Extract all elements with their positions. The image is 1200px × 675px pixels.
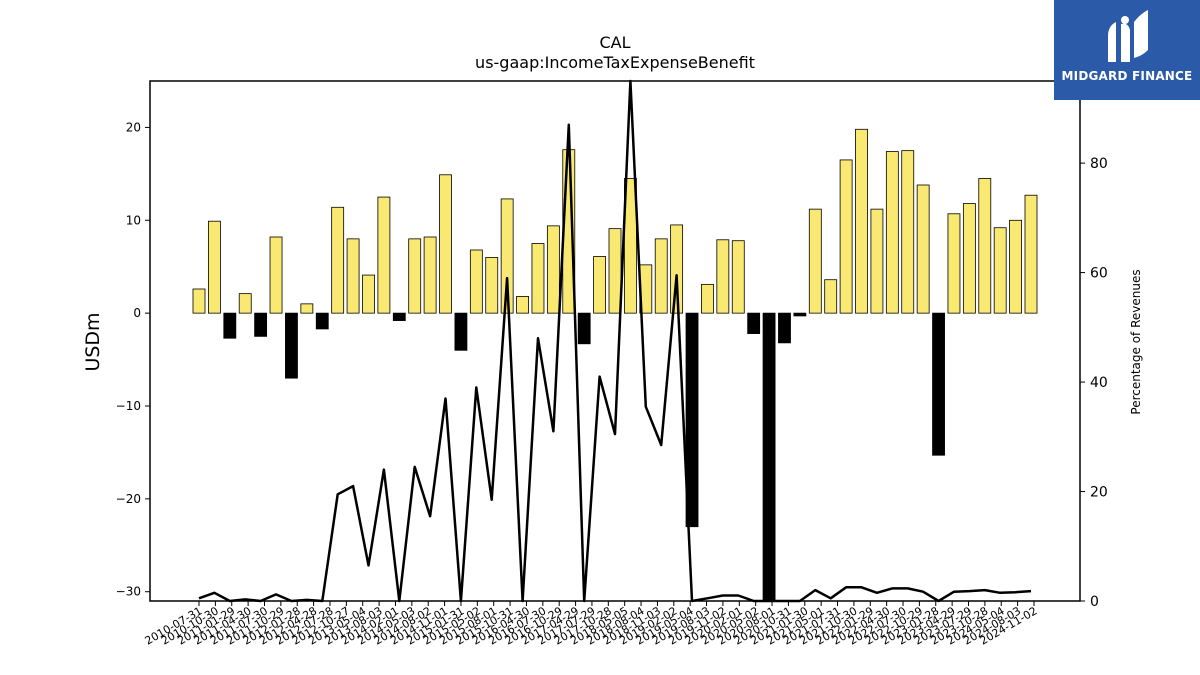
bar	[932, 312, 945, 456]
y-tick-label: −20	[116, 492, 141, 506]
bar	[947, 213, 961, 314]
bar	[315, 312, 329, 330]
bar	[546, 225, 560, 314]
y2-tick-label: 80	[1090, 156, 1108, 172]
x-axis-ticks: 2010-07-312010-10-302011-01-292011-04-30…	[143, 601, 1040, 648]
bar	[993, 227, 1007, 314]
bar	[516, 296, 529, 314]
plot-frame	[149, 80, 1081, 602]
bar	[346, 238, 360, 314]
bar	[855, 128, 868, 314]
bar	[839, 159, 853, 314]
bar	[207, 220, 221, 314]
y-tick-label: −30	[116, 585, 141, 599]
bar	[577, 312, 591, 345]
bar	[978, 178, 992, 314]
bar	[1009, 219, 1023, 314]
y2-tick-label: 20	[1090, 485, 1108, 501]
y-tick-label: 20	[126, 120, 141, 134]
bar-series	[192, 128, 1038, 602]
brand-logo: MIDGARD FINANCE	[1054, 0, 1200, 100]
chart-subtitle: us-gaap:IncomeTaxExpenseBenefit	[475, 53, 755, 72]
y2-tick-label: 0	[1090, 594, 1099, 610]
bar	[238, 293, 252, 314]
bar	[300, 303, 314, 314]
bar	[608, 228, 622, 314]
bar	[716, 239, 730, 314]
bar	[254, 312, 268, 337]
bar	[423, 236, 437, 314]
bar	[192, 288, 206, 314]
bar	[778, 312, 791, 344]
bar	[469, 249, 483, 314]
bar	[670, 224, 684, 314]
bar	[870, 208, 884, 314]
bar	[331, 206, 345, 314]
bar	[824, 279, 838, 314]
y-axis-label: USDm	[82, 312, 104, 371]
bar	[1024, 194, 1038, 314]
chart-title: CAL	[599, 33, 630, 52]
bar	[701, 283, 714, 314]
y-tick-label: −10	[116, 399, 141, 413]
bar	[916, 184, 930, 314]
bar	[377, 196, 391, 314]
y2-axis-ticks: 0 20 40 60 80	[1080, 156, 1108, 610]
y2-tick-label: 60	[1090, 266, 1108, 282]
bar	[762, 312, 776, 602]
y2-tick-label: 40	[1090, 375, 1108, 391]
bar	[731, 240, 745, 314]
bar	[793, 312, 807, 317]
bar	[408, 238, 422, 314]
bar	[223, 312, 237, 339]
y-tick-label: 10	[126, 213, 141, 227]
y-tick-label: 0	[133, 306, 141, 320]
bar	[454, 312, 468, 351]
bar	[485, 257, 499, 314]
bar	[808, 208, 822, 314]
bar	[962, 203, 976, 314]
bar	[593, 256, 607, 314]
y2-axis-label: Percentage of Revenues	[1129, 269, 1143, 414]
bar	[885, 151, 899, 314]
bar	[362, 274, 375, 314]
bar	[901, 150, 915, 314]
bar	[439, 174, 452, 314]
y-axis-ticks: −30 −20 −10 0 10 20	[116, 120, 150, 599]
bar	[269, 236, 283, 314]
bar	[531, 243, 545, 314]
brand-name: MIDGARD FINANCE	[1061, 69, 1193, 83]
bar	[392, 312, 406, 321]
percentage-line	[198, 79, 1032, 603]
bar	[285, 312, 298, 379]
bar	[747, 312, 761, 334]
bar	[654, 238, 668, 314]
brand-logo-mark-icon	[1108, 10, 1148, 63]
bar	[685, 312, 699, 528]
bar	[500, 198, 514, 314]
